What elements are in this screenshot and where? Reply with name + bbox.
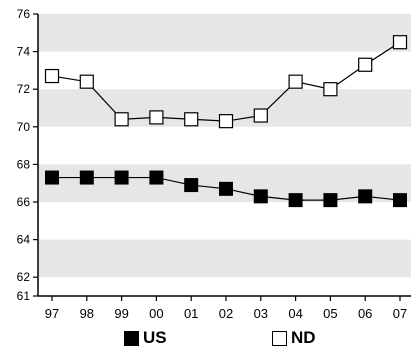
y-tick-label-62: 62 — [17, 270, 31, 284]
x-tick-label-01: 01 — [184, 306, 198, 321]
point-nd-00 — [149, 110, 164, 125]
x-tick-label-99: 99 — [114, 306, 128, 321]
x-tick-label-97: 97 — [45, 306, 59, 321]
point-us-03 — [253, 189, 268, 204]
x-tick-label-04: 04 — [288, 306, 302, 321]
x-tick-label-02: 02 — [219, 306, 233, 321]
point-nd-03 — [253, 108, 268, 123]
x-tick-label-06: 06 — [358, 306, 372, 321]
axes — [37, 14, 411, 297]
x-tick-label-98: 98 — [80, 306, 94, 321]
y-tick-label-72: 72 — [17, 82, 31, 96]
y-tick-label-64: 64 — [17, 233, 31, 247]
point-nd-06 — [358, 57, 373, 72]
legend: US ND — [0, 328, 411, 350]
x-tick-label-03: 03 — [254, 306, 268, 321]
x-tick-label-00: 00 — [149, 306, 163, 321]
shaded-band-3 — [38, 14, 411, 52]
series-markers — [44, 35, 408, 208]
x-axis-ticks: 97 98 99 00 01 02 03 04 05 06 07 — [45, 296, 407, 321]
point-nd-97 — [44, 68, 60, 84]
legend-label-nd: ND — [291, 328, 316, 347]
y-tick-label-76: 76 — [17, 7, 31, 21]
y-axis-ticks: 61 62 64 66 68 70 72 74 76 — [17, 7, 38, 303]
point-us-01 — [184, 178, 199, 193]
point-nd-07 — [392, 35, 408, 50]
point-us-00 — [149, 170, 164, 185]
point-us-02 — [219, 181, 233, 196]
x-tick-label-05: 05 — [323, 306, 337, 321]
filled-square-icon — [124, 330, 139, 346]
x-tick-label-07: 07 — [393, 306, 407, 321]
legend-item-nd: ND — [272, 328, 316, 348]
shaded-band-0 — [38, 239, 411, 278]
point-us-99 — [114, 170, 129, 185]
y-tick-label-74: 74 — [17, 45, 31, 59]
point-nd-01 — [184, 112, 199, 127]
point-nd-05 — [323, 82, 338, 97]
point-nd-98 — [79, 74, 94, 89]
point-us-04 — [288, 193, 303, 208]
point-us-98 — [79, 170, 94, 185]
y-tick-label-68: 68 — [17, 157, 31, 171]
shaded-bands — [38, 14, 411, 278]
hollow-square-icon — [272, 330, 287, 346]
legend-label-us: US — [143, 328, 167, 347]
line-chart: 61 62 64 66 68 70 72 74 76 97 98 99 00 01 02 03 04 05 06 0… — [17, 7, 411, 321]
point-us-06 — [358, 189, 373, 204]
point-nd-04 — [288, 74, 303, 89]
y-tick-label-70: 70 — [17, 120, 31, 134]
point-us-05 — [323, 193, 338, 208]
point-us-07 — [393, 193, 407, 208]
point-nd-02 — [218, 114, 234, 129]
y-tick-label-61: 61 — [17, 289, 31, 303]
point-us-97 — [45, 170, 59, 185]
point-nd-99 — [114, 112, 129, 127]
legend-item-us: US — [124, 328, 167, 348]
y-tick-label-66: 66 — [17, 195, 31, 209]
